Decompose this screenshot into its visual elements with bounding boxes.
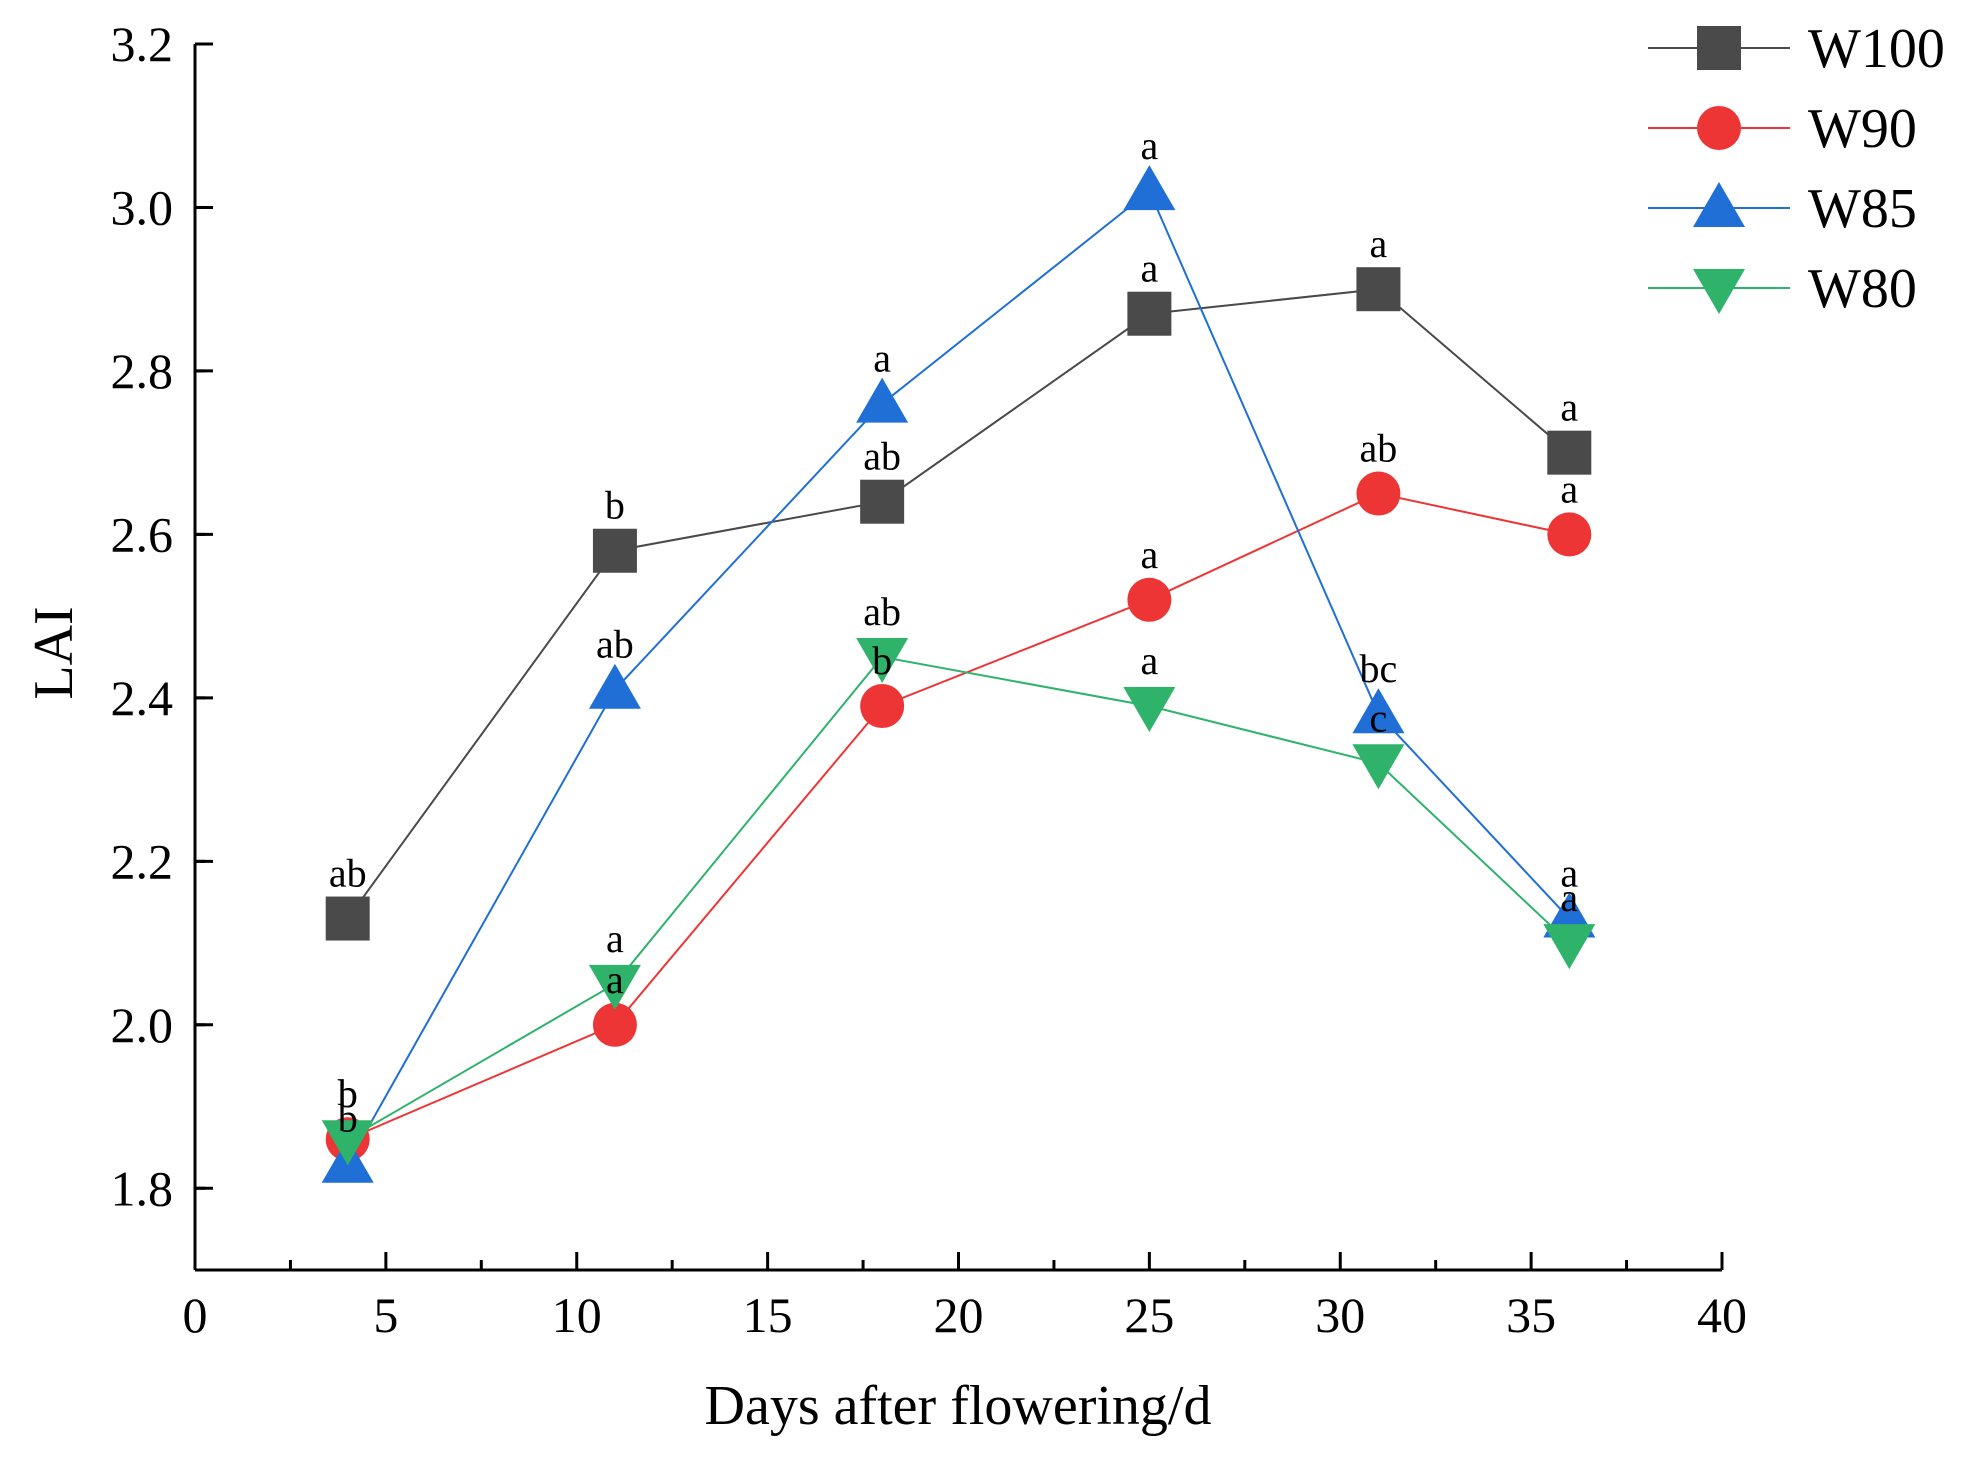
legend-marker (1697, 26, 1741, 70)
data-point-w100 (592, 528, 637, 573)
significance-label: a (1370, 221, 1388, 266)
data-point-w100 (325, 896, 370, 941)
series-line-w100 (346, 288, 1570, 920)
axes: 0 5 10 15 20 25 30 35 40 1.8 2.0 2.2 2.4 2.6 2.8 3.0 3.2 (111, 16, 1748, 1343)
significance-label: a (1140, 532, 1158, 577)
series-w85 (321, 165, 1596, 1183)
significance-label: b (338, 1071, 358, 1116)
significance-label: ab (863, 434, 901, 479)
data-point-w85 (588, 663, 641, 709)
legend-label: W80 (1808, 258, 1917, 320)
x-tick-label: 10 (552, 1287, 602, 1343)
legend-label: W100 (1808, 18, 1945, 80)
y-tick-label: 2.8 (111, 343, 174, 399)
legend-marker (1693, 269, 1745, 314)
data-point-w90 (592, 1002, 637, 1047)
significance-label: bc (1360, 646, 1398, 691)
y-tick-label: 1.8 (111, 1160, 174, 1216)
significance-label: a (1560, 466, 1578, 511)
legend-label: W85 (1808, 178, 1917, 240)
legend-marker (1693, 182, 1745, 227)
significance-label: ab (329, 851, 367, 896)
significance-label: a (873, 336, 891, 381)
data-point-w100 (860, 479, 905, 524)
data-point-w100 (1547, 430, 1592, 475)
significance-label: c (1370, 695, 1388, 740)
data-point-w90 (1127, 577, 1172, 622)
significance-label: a (606, 957, 624, 1002)
x-tick-label: 5 (373, 1287, 398, 1343)
y-tick-label: 2.6 (111, 506, 174, 562)
legend-item-w85: W85 (1648, 178, 1917, 240)
series-layer (321, 165, 1596, 1183)
y-tick-label: 2.4 (111, 670, 174, 726)
x-tick-label: 0 (183, 1287, 208, 1343)
data-point-w100 (1356, 267, 1401, 312)
x-tick-label: 20 (934, 1287, 984, 1343)
data-point-w90 (1547, 512, 1592, 557)
significance-label: a (606, 916, 624, 961)
series-line-w90 (347, 492, 1570, 1141)
data-point-w80 (1352, 744, 1405, 790)
series-w90 (325, 471, 1592, 1162)
series-w80 (321, 638, 1596, 1166)
legend-item-w80: W80 (1648, 258, 1917, 320)
y-axis-title: LAI (23, 606, 85, 699)
significance-label: a (1140, 246, 1158, 291)
legend-label: W90 (1808, 98, 1917, 160)
y-tick-label: 3.2 (111, 16, 174, 72)
significance-label: b (338, 1071, 358, 1116)
data-point-w85 (856, 377, 909, 423)
series-w100 (325, 267, 1592, 941)
legend: W100 W90 W85 W80 (1648, 18, 1945, 320)
significance-label: a (1560, 385, 1578, 430)
significance-label: b (338, 1096, 358, 1141)
x-tick-label: 15 (743, 1287, 793, 1343)
significance-label: a (1560, 875, 1578, 920)
data-point-w100 (1127, 291, 1172, 336)
x-tick-label: 25 (1124, 1287, 1174, 1343)
data-point-w85 (1123, 165, 1176, 211)
data-point-w80 (588, 964, 641, 1010)
data-point-w85 (1352, 688, 1405, 734)
series-line-w80 (347, 655, 1570, 1141)
data-point-w80 (856, 638, 909, 683)
legend-marker (1697, 106, 1741, 150)
y-tick-label: 2.0 (111, 997, 174, 1053)
significance-label: ab (596, 622, 634, 667)
data-point-w80 (1543, 924, 1596, 970)
data-point-w80 (1123, 687, 1176, 733)
significance-label: ab (863, 589, 901, 634)
significance-label: b (605, 483, 625, 528)
x-axis-title: Days after flowering/d (705, 1375, 1212, 1437)
data-point-w90 (860, 684, 905, 729)
legend-item-w90: W90 (1648, 98, 1917, 160)
significance-label: ab (1360, 426, 1398, 471)
significance-label: b (872, 638, 892, 683)
significance-label: a (1140, 638, 1158, 683)
y-tick-label: 3.0 (111, 179, 174, 235)
significance-label: a (1140, 123, 1158, 168)
legend-item-w100: W100 (1648, 18, 1945, 80)
y-tick-label: 2.2 (111, 833, 174, 889)
data-point-w80 (321, 1120, 374, 1166)
data-point-w90 (1356, 471, 1401, 516)
significance-label: a (1560, 851, 1578, 896)
x-tick-label: 35 (1506, 1287, 1556, 1343)
series-line-w85 (346, 189, 1571, 1165)
x-tick-label: 40 (1697, 1287, 1747, 1343)
x-tick-label: 30 (1315, 1287, 1365, 1343)
